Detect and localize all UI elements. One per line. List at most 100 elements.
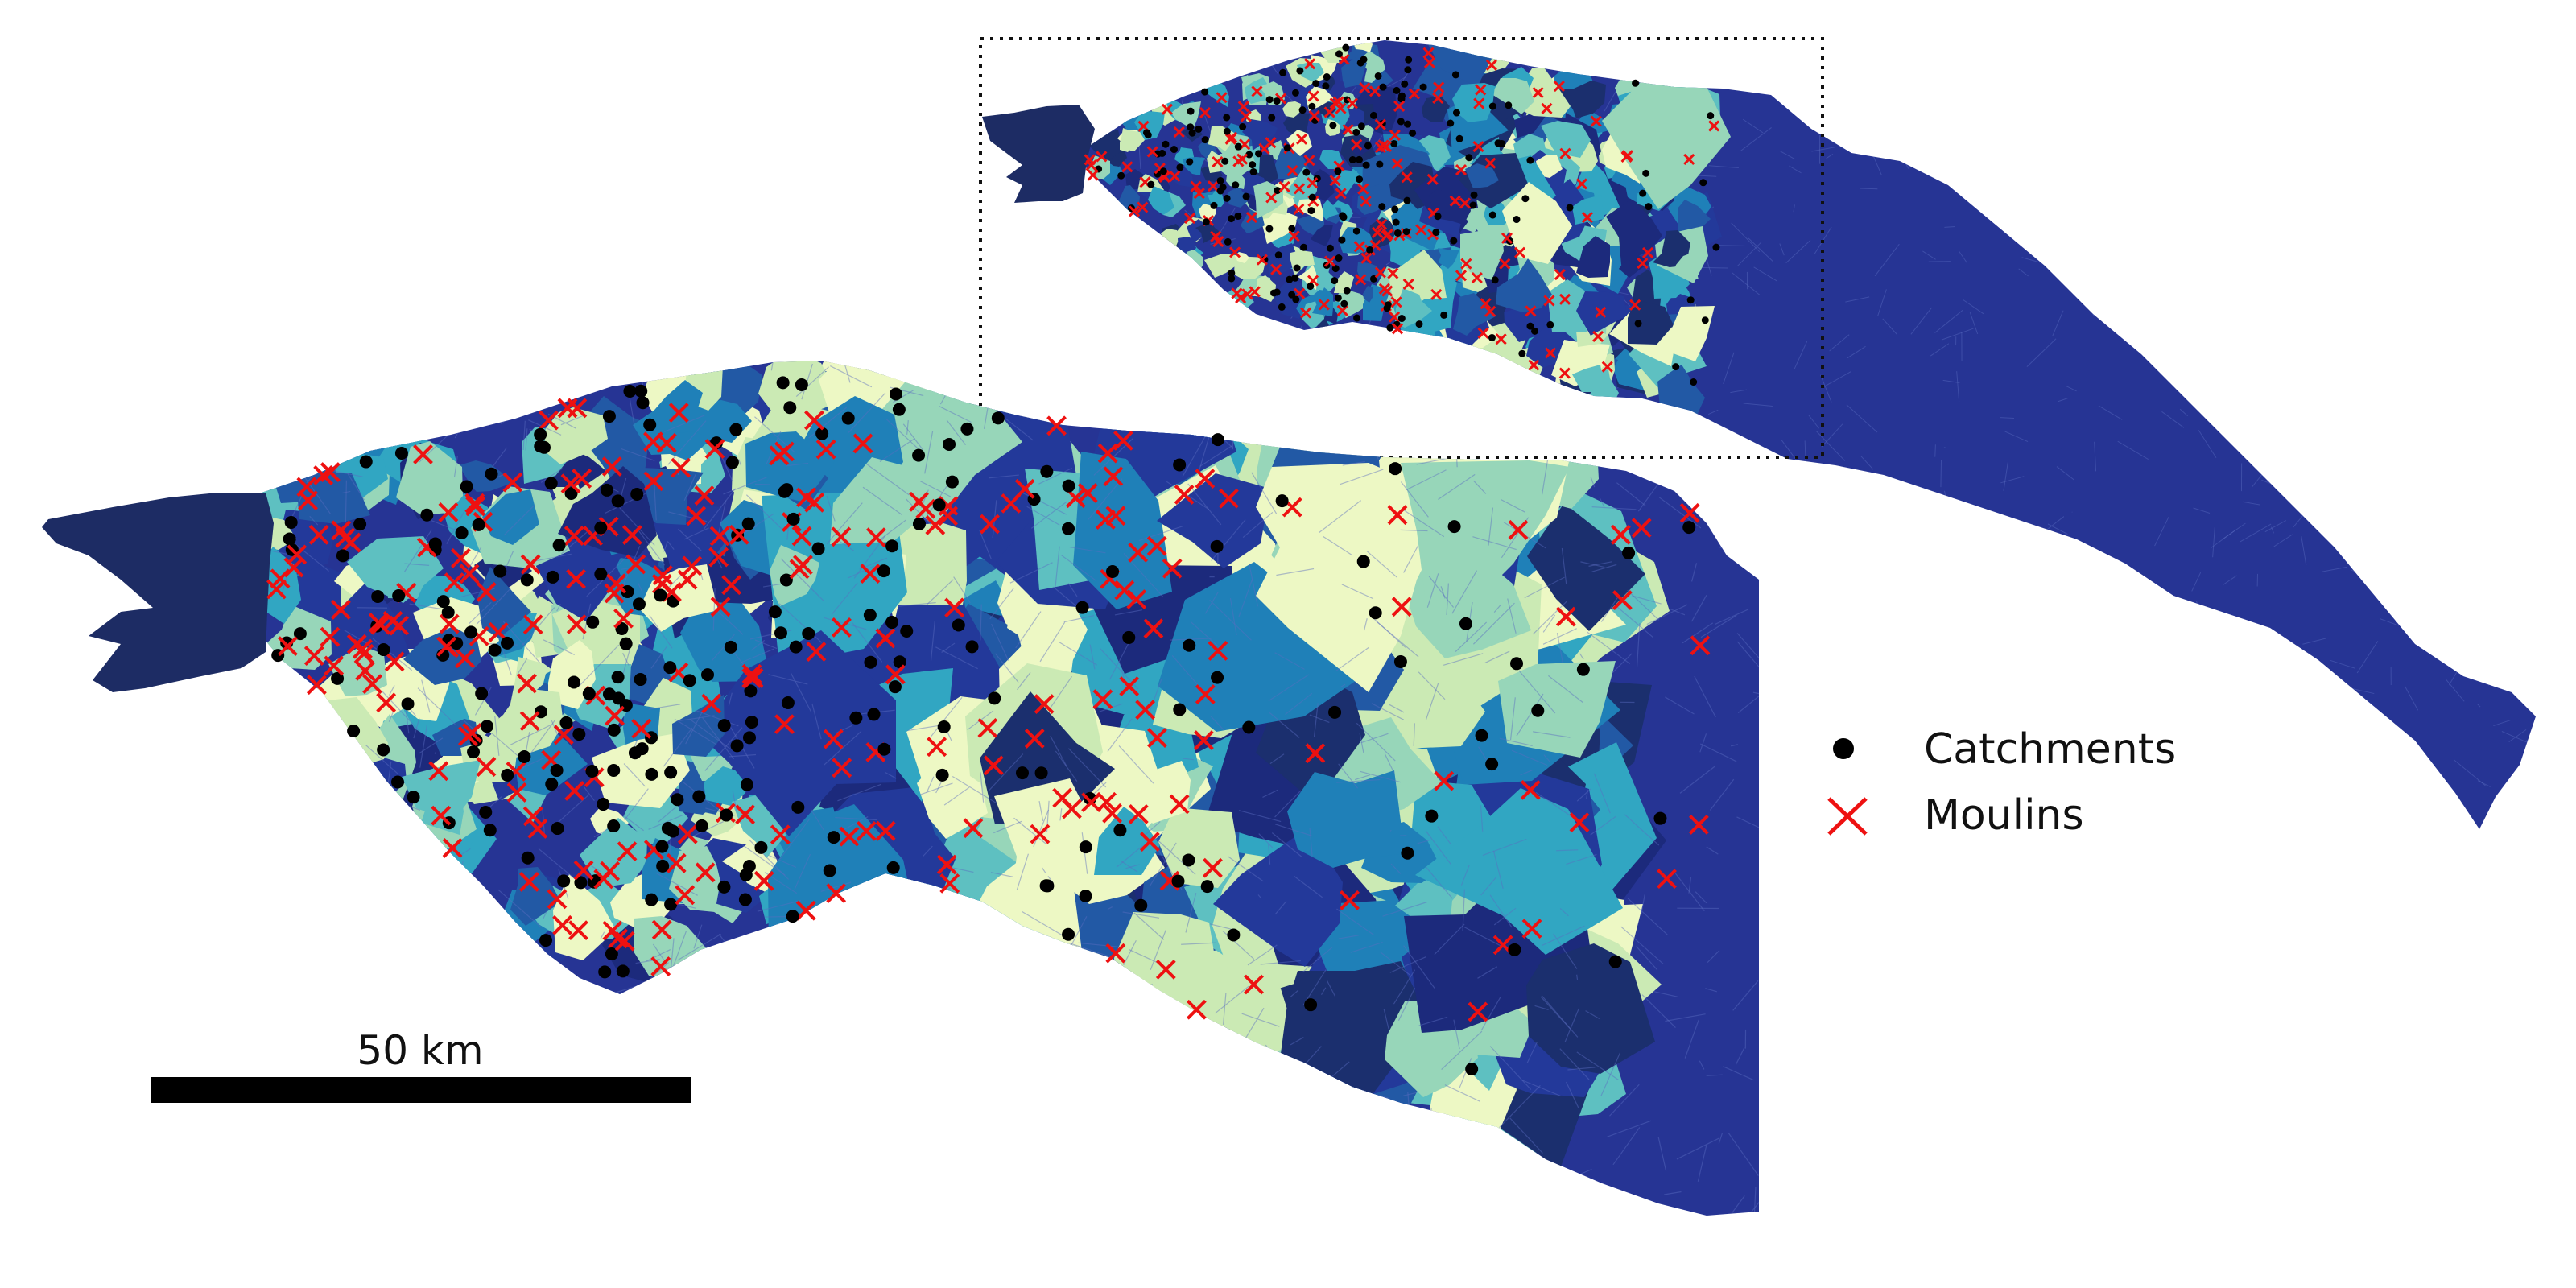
- catchment-marker: [1326, 244, 1334, 252]
- moulin-marker: [1240, 110, 1252, 122]
- mesh-edge: [446, 510, 466, 544]
- mesh-edge: [1794, 341, 1808, 369]
- mesh-edge: [1387, 430, 1401, 446]
- catchment-marker: [744, 684, 758, 698]
- catchment-marker: [1170, 146, 1178, 154]
- moulin-marker: [652, 565, 673, 585]
- catchment-marker: [912, 517, 926, 530]
- mesh-edge: [1860, 188, 1878, 190]
- catchment-marker: [428, 537, 442, 551]
- mesh-edge: [729, 753, 757, 758]
- catchment-marker: [730, 739, 744, 753]
- mesh-edge: [1651, 40, 1678, 68]
- mesh-edge: [2210, 350, 2229, 382]
- mesh-edge: [1524, 576, 1565, 599]
- moulin-marker: [1575, 178, 1587, 190]
- mesh-edge: [1050, 735, 1067, 767]
- mesh-edge: [932, 1179, 977, 1203]
- mesh-edge: [2462, 134, 2484, 151]
- mesh-edge: [1129, 949, 1162, 965]
- mesh-edge: [692, 1073, 724, 1085]
- catchment-marker: [1265, 225, 1274, 233]
- mesh-edge: [1212, 354, 1236, 358]
- catchment-patch: [1161, 229, 1179, 248]
- catchment-marker: [1275, 494, 1289, 508]
- mesh-edge: [404, 563, 430, 566]
- moulin-marker: [568, 920, 588, 941]
- mesh-edge: [1183, 758, 1195, 761]
- mesh-edge: [1752, 479, 1759, 497]
- moulin-marker: [1621, 150, 1633, 162]
- mesh-edge: [1694, 675, 1716, 718]
- mesh-edge: [1403, 1092, 1417, 1096]
- mesh-edge: [2017, 1, 2049, 33]
- mesh-edge: [1905, 120, 1918, 126]
- catchment-patch: [1678, 200, 1711, 235]
- mesh-edge: [2242, 501, 2260, 506]
- mesh-edge: [387, 1174, 412, 1208]
- mesh-edge: [1191, 621, 1222, 650]
- mesh-edge: [695, 709, 739, 727]
- mesh-edge: [1728, 1133, 1759, 1176]
- mesh-edge: [1453, 1019, 1460, 1050]
- catchment-marker: [1279, 68, 1287, 76]
- mesh-edge: [309, 515, 319, 526]
- mesh-edge: [1927, 621, 1938, 632]
- moulin-marker: [1113, 430, 1133, 451]
- catchment-marker: [1386, 324, 1394, 332]
- mesh-edge: [460, 927, 469, 956]
- mesh-edge: [2525, 161, 2536, 169]
- mesh-edge: [2225, 620, 2240, 652]
- mesh-edge: [2487, 678, 2495, 686]
- catchment-marker: [776, 376, 790, 390]
- moulin-marker: [320, 626, 341, 647]
- mesh-edge: [2302, 638, 2326, 645]
- mesh-edge: [1017, 672, 1031, 691]
- moulin-marker: [1323, 106, 1335, 118]
- catchment-marker: [1470, 191, 1478, 199]
- catchment-marker: [546, 570, 559, 584]
- mesh-edge: [2322, 775, 2350, 796]
- mesh-edge: [1511, 749, 1548, 766]
- mesh-edge: [1882, 318, 1897, 335]
- mesh-edge: [704, 727, 743, 771]
- mesh-edge: [2454, 389, 2476, 411]
- mesh-edge: [2188, 690, 2199, 693]
- mesh-edge: [829, 947, 865, 968]
- catchment-patch: [1274, 148, 1310, 179]
- mesh-edge: [991, 623, 1009, 661]
- mesh-edge: [2540, 103, 2541, 123]
- catchment-marker: [1475, 729, 1488, 742]
- mesh-edge: [1670, 423, 1675, 440]
- catchment-marker: [823, 864, 836, 877]
- moulin-marker: [1391, 158, 1403, 170]
- moulin-marker: [1014, 478, 1035, 499]
- mesh-edge: [869, 885, 892, 923]
- mesh-edge: [1339, 469, 1384, 485]
- catchment-marker: [557, 874, 571, 888]
- moulin-marker: [1484, 157, 1496, 169]
- catchment-marker: [952, 618, 965, 632]
- mesh-edge: [457, 1139, 476, 1164]
- mesh-edge: [1096, 971, 1110, 1012]
- moulin-marker: [1629, 299, 1641, 311]
- catchment-patch: [1204, 254, 1236, 278]
- mesh-edge: [1425, 866, 1453, 899]
- mesh-edge: [2454, 759, 2486, 786]
- mesh-edge: [747, 1203, 762, 1216]
- catchment-marker: [607, 819, 621, 833]
- mesh-edge: [2003, 462, 2008, 491]
- mesh-edge: [794, 853, 811, 890]
- mesh-edge: [1444, 356, 1455, 365]
- mesh-edge: [1636, 946, 1658, 971]
- mesh-edge: [275, 972, 287, 1017]
- mesh-edge: [2193, 507, 2211, 514]
- mesh-edge: [1284, 391, 1316, 423]
- mesh-edge: [1228, 856, 1264, 882]
- moulin-marker: [1558, 367, 1571, 379]
- catchment-marker: [1707, 112, 1715, 120]
- catchment-marker: [1173, 458, 1187, 472]
- mesh-edge: [1616, 606, 1654, 638]
- moulin-marker: [1543, 295, 1555, 307]
- mesh-edge: [1446, 583, 1449, 616]
